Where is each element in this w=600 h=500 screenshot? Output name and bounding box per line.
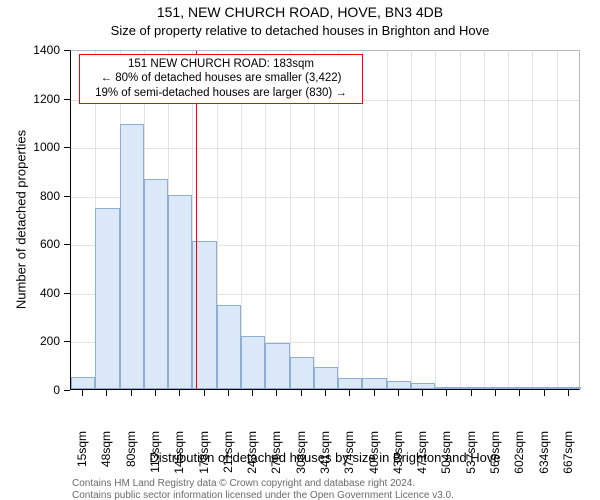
gridline-v bbox=[532, 51, 533, 389]
x-tick-label: 374sqm bbox=[342, 431, 356, 483]
x-tick bbox=[568, 390, 569, 396]
gridline-h bbox=[71, 148, 579, 149]
x-tick bbox=[544, 390, 545, 396]
y-tick-label: 600 bbox=[0, 237, 60, 251]
x-tick bbox=[374, 390, 375, 396]
y-tick bbox=[64, 293, 70, 294]
histogram-bar bbox=[532, 387, 556, 389]
histogram-bar bbox=[314, 367, 338, 389]
histogram-bar bbox=[95, 208, 119, 389]
x-tick-label: 211sqm bbox=[221, 431, 235, 483]
x-tick-label: 80sqm bbox=[124, 431, 138, 483]
y-tick-label: 400 bbox=[0, 286, 60, 300]
x-tick-label: 178sqm bbox=[197, 431, 211, 483]
y-tick-label: 1000 bbox=[0, 140, 60, 154]
x-tick-label: 537sqm bbox=[464, 431, 478, 483]
y-tick bbox=[64, 390, 70, 391]
histogram-bar bbox=[362, 378, 386, 389]
annotation-box: 151 NEW CHURCH ROAD: 183sqm← 80% of deta… bbox=[79, 54, 363, 104]
x-tick-label: 243sqm bbox=[245, 431, 259, 483]
x-tick bbox=[252, 390, 253, 396]
x-tick bbox=[398, 390, 399, 396]
histogram-bar bbox=[265, 343, 289, 389]
x-tick-label: 308sqm bbox=[294, 431, 308, 483]
histogram-bar bbox=[144, 179, 168, 389]
y-tick bbox=[64, 50, 70, 51]
x-tick-label: 569sqm bbox=[488, 431, 502, 483]
histogram-bar bbox=[387, 381, 411, 390]
x-tick bbox=[519, 390, 520, 396]
x-tick-label: 439sqm bbox=[391, 431, 405, 483]
x-tick-label: 667sqm bbox=[561, 431, 575, 483]
x-tick bbox=[82, 390, 83, 396]
y-tick bbox=[64, 341, 70, 342]
x-tick bbox=[106, 390, 107, 396]
x-tick bbox=[446, 390, 447, 396]
x-tick bbox=[204, 390, 205, 396]
chart-title: 151, NEW CHURCH ROAD, HOVE, BN3 4DB bbox=[0, 4, 600, 21]
annotation-line: 19% of semi-detached houses are larger (… bbox=[83, 86, 359, 100]
x-tick bbox=[325, 390, 326, 396]
histogram-bar bbox=[217, 305, 241, 389]
x-tick bbox=[155, 390, 156, 396]
gridline-v bbox=[484, 51, 485, 389]
histogram-bar bbox=[338, 378, 362, 389]
x-tick bbox=[228, 390, 229, 396]
histogram-bar bbox=[120, 124, 144, 389]
x-tick-label: 15sqm bbox=[75, 431, 89, 483]
annotation-line: ← 80% of detached houses are smaller (3,… bbox=[83, 71, 359, 85]
attribution-line: Contains public sector information licen… bbox=[72, 490, 454, 500]
chart-subtitle: Size of property relative to detached ho… bbox=[0, 23, 600, 39]
y-tick-label: 1200 bbox=[0, 92, 60, 106]
x-tick bbox=[349, 390, 350, 396]
x-tick bbox=[471, 390, 472, 396]
y-tick bbox=[64, 147, 70, 148]
x-tick-label: 471sqm bbox=[415, 431, 429, 483]
y-tick bbox=[64, 244, 70, 245]
histogram-bar bbox=[557, 387, 581, 389]
x-tick-label: 634sqm bbox=[537, 431, 551, 483]
gridline-v bbox=[411, 51, 412, 389]
x-tick bbox=[495, 390, 496, 396]
x-tick bbox=[422, 390, 423, 396]
chart-container: 151, NEW CHURCH ROAD, HOVE, BN3 4DB Size… bbox=[0, 4, 600, 500]
x-tick bbox=[301, 390, 302, 396]
x-tick-label: 341sqm bbox=[318, 431, 332, 483]
x-tick-label: 113sqm bbox=[148, 431, 162, 483]
gridline-v bbox=[387, 51, 388, 389]
histogram-bar bbox=[411, 383, 435, 389]
x-tick bbox=[276, 390, 277, 396]
gridline-v bbox=[435, 51, 436, 389]
histogram-bar bbox=[241, 336, 265, 389]
histogram-bar bbox=[435, 387, 459, 389]
x-tick-label: 276sqm bbox=[269, 431, 283, 483]
annotation-line: 151 NEW CHURCH ROAD: 183sqm bbox=[83, 57, 359, 71]
x-tick bbox=[179, 390, 180, 396]
histogram-bar bbox=[290, 357, 314, 389]
histogram-bar bbox=[71, 377, 95, 389]
gridline-v bbox=[508, 51, 509, 389]
y-tick-label: 0 bbox=[0, 383, 60, 397]
x-tick-label: 145sqm bbox=[172, 431, 186, 483]
x-tick-label: 504sqm bbox=[439, 431, 453, 483]
histogram-bar bbox=[484, 387, 508, 389]
y-tick-label: 200 bbox=[0, 334, 60, 348]
histogram-bar bbox=[508, 387, 532, 389]
x-tick bbox=[131, 390, 132, 396]
x-tick-label: 406sqm bbox=[367, 431, 381, 483]
y-tick-label: 800 bbox=[0, 189, 60, 203]
y-tick bbox=[64, 99, 70, 100]
gridline-v bbox=[557, 51, 558, 389]
y-tick-label: 1400 bbox=[0, 43, 60, 57]
y-tick bbox=[64, 196, 70, 197]
gridline-v bbox=[460, 51, 461, 389]
histogram-bar bbox=[168, 195, 192, 389]
histogram-bar bbox=[460, 387, 484, 389]
x-tick-label: 602sqm bbox=[512, 431, 526, 483]
x-tick-label: 48sqm bbox=[99, 431, 113, 483]
